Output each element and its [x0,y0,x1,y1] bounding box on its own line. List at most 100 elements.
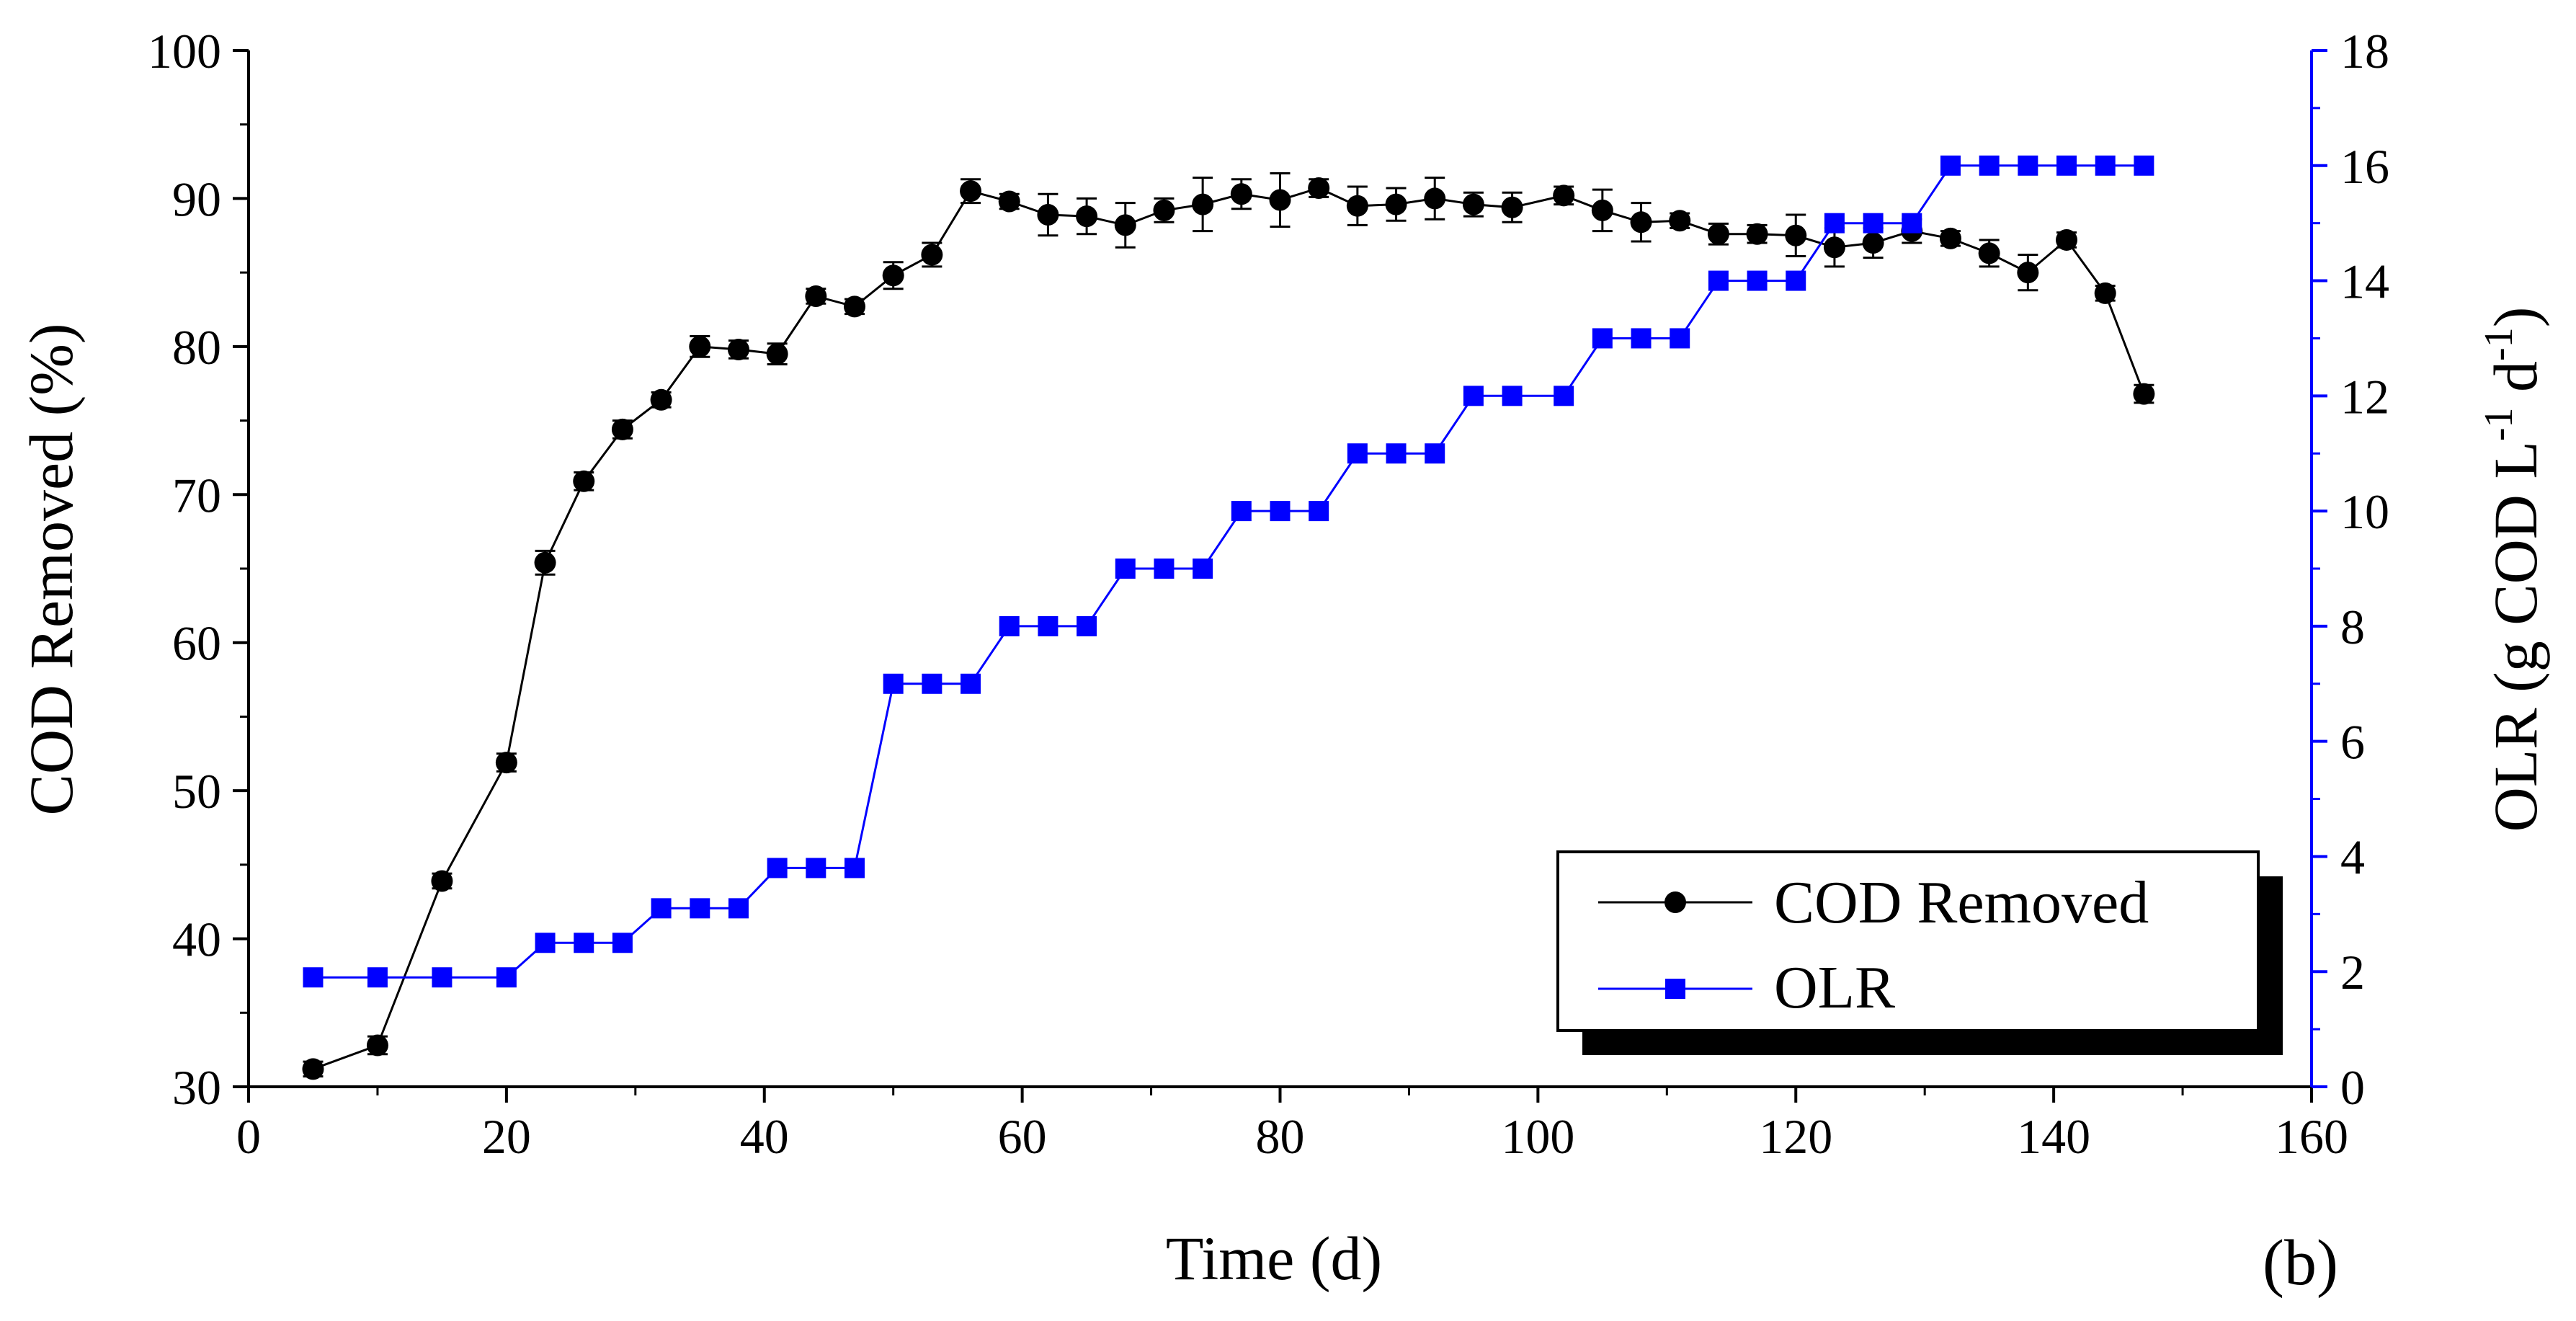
cod-point [1424,187,1446,210]
legend-label-olr: OLR [1774,954,1895,1021]
cod-point [1591,199,1613,221]
olr-point [432,967,453,988]
cod-point [844,295,866,318]
right-tick-label: 0 [2340,1060,2365,1115]
olr-point [1154,559,1175,579]
cod-point [1346,195,1368,217]
x-tick-label: 140 [2017,1109,2090,1164]
legend-marker-olr [1665,979,1685,999]
x-tick-label: 40 [740,1109,789,1164]
right-tick-label: 12 [2340,369,2389,424]
legend: COD Removed OLR [1556,850,2283,1055]
right-tick-label: 2 [2340,945,2365,1000]
x-tick-label: 100 [1501,1109,1574,1164]
cod-point [998,190,1020,213]
cod-point [1269,189,1291,211]
olr-point [1425,443,1445,464]
x-axis-title: Time (d) [1166,1224,1382,1293]
cod-point [1037,204,1059,226]
cod-point [1746,223,1768,245]
cod-point [2133,383,2155,405]
olr-point [1863,213,1884,233]
panel-label: (b) [2263,1227,2338,1299]
series-lines [312,164,2145,1070]
cod-point [1939,227,1961,249]
legend-marker-cod [1664,891,1686,913]
olr-point [1631,328,1652,349]
series-markers [302,155,2155,1080]
olr-point [883,673,904,694]
cod-point [2017,262,2039,284]
cod-point [366,1034,388,1057]
olr-point [612,933,633,953]
cod-point [495,752,517,774]
x-tick-label: 160 [2275,1109,2348,1164]
olr-point [1786,270,1806,291]
cod-point [1553,184,1575,207]
olr-point [1502,386,1523,406]
olr-point [2056,155,2077,176]
olr-point [767,858,788,879]
olr-point [367,967,388,988]
right-tick-label: 14 [2340,254,2389,309]
cod-point [766,343,788,365]
cod-point [2056,228,2078,251]
cod-point [960,180,982,203]
x-tick-label: 0 [236,1109,261,1164]
cod-series-line [312,187,2145,1070]
olr-point [1554,386,1574,406]
olr-series-line [313,164,2144,979]
right-axis-title-sup1: -1 [2477,407,2521,441]
olr-point [2095,155,2116,176]
right-axis-title: OLR (g COD L-1 d-1) [2477,307,2550,832]
olr-point [496,967,517,988]
cod-point [650,388,672,411]
left-axis-title: COD Removed (%) [17,323,86,815]
axes: 0 20 40 60 80 100 120 140 160 30 40 50 60 70 80 90 100 0 2… [148,24,2389,1164]
olr-point [1747,270,1768,291]
cod-point [1114,214,1136,236]
olr-point [1670,328,1690,349]
right-tick-label: 6 [2340,715,2365,770]
right-tick-label: 4 [2340,829,2365,884]
olr-point [806,858,826,879]
cod-point [611,418,633,440]
olr-point [1115,559,1136,579]
left-tick-label: 40 [172,912,221,967]
legend-label-cod: COD Removed [1774,869,2149,936]
cod-point [921,244,943,266]
left-tick-label: 50 [172,764,221,819]
olr-point [1708,270,1729,291]
olr-point [1347,443,1368,464]
olr-point [1270,501,1291,522]
olr-point [1592,328,1613,349]
olr-point [999,615,1020,636]
cod-point [1230,183,1252,205]
cod-point [2094,282,2116,304]
cod-point [1862,232,1884,254]
olr-point [1463,386,1484,406]
cod-point [1630,211,1652,233]
cod-point [727,338,749,360]
left-tick-label: 90 [172,172,221,226]
olr-point [535,933,556,953]
right-axis-title-end: ) [2481,307,2550,328]
cod-point [1501,196,1523,218]
cod-point [689,335,711,357]
left-tick-label: 100 [148,24,221,79]
cod-point [1669,210,1691,232]
cod-point [1823,236,1845,259]
cod-point [1192,193,1214,215]
cod-point [882,264,904,287]
x-tick-label: 20 [482,1109,531,1164]
olr-point [1902,213,1922,233]
olr-point [844,858,865,879]
olr-point [1940,155,1961,176]
olr-point [1824,213,1845,233]
cod-point [1153,199,1175,221]
x-tick-label: 60 [998,1109,1047,1164]
olr-point [2018,155,2038,176]
cod-point [1308,177,1330,200]
